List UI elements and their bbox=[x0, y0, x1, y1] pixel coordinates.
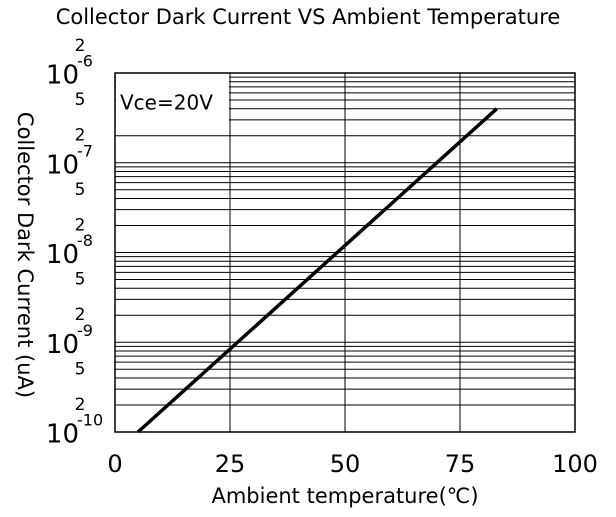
y-tick-label: 2 bbox=[75, 305, 86, 325]
y-tick-label: 10 bbox=[46, 420, 79, 450]
data-line bbox=[136, 107, 498, 434]
annotation: Vce=20V bbox=[120, 91, 213, 115]
y-axis-label: Collector Dark Current (uA) bbox=[13, 112, 37, 398]
y-tick-label: 5 bbox=[75, 270, 86, 290]
y-tick-label: 2 bbox=[75, 126, 86, 146]
y-tick-exponent: -6 bbox=[77, 52, 93, 71]
y-tick-label: 2 bbox=[75, 395, 86, 415]
chart-title: Collector Dark Current VS Ambient Temper… bbox=[56, 5, 561, 29]
y-tick-label: 10 bbox=[46, 240, 79, 270]
y-tick-label: 2 bbox=[75, 36, 86, 56]
y-tick-label: 2 bbox=[75, 215, 86, 235]
y-tick-exponent: -7 bbox=[77, 141, 93, 160]
y-tick-exponent: -10 bbox=[77, 411, 103, 430]
x-tick-label: 0 bbox=[107, 450, 122, 478]
x-axis-label: Ambient temperature(℃) bbox=[211, 484, 478, 508]
x-tick-label: 25 bbox=[215, 450, 246, 478]
x-tick-label: 75 bbox=[445, 450, 476, 478]
y-tick-label: 5 bbox=[75, 90, 86, 110]
y-tick-label: 10 bbox=[46, 150, 79, 180]
x-tick-label: 100 bbox=[552, 450, 598, 478]
y-tick-exponent: -8 bbox=[77, 231, 93, 250]
y-tick-label: 10 bbox=[46, 61, 79, 91]
annotation-box bbox=[116, 74, 229, 132]
x-tick-label: 50 bbox=[330, 450, 361, 478]
plot-frame bbox=[114, 72, 576, 433]
y-tick-exponent: -9 bbox=[77, 321, 93, 340]
y-tick-label: 5 bbox=[75, 359, 86, 379]
y-tick-label: 10 bbox=[46, 330, 79, 360]
y-tick-label: 5 bbox=[75, 180, 86, 200]
